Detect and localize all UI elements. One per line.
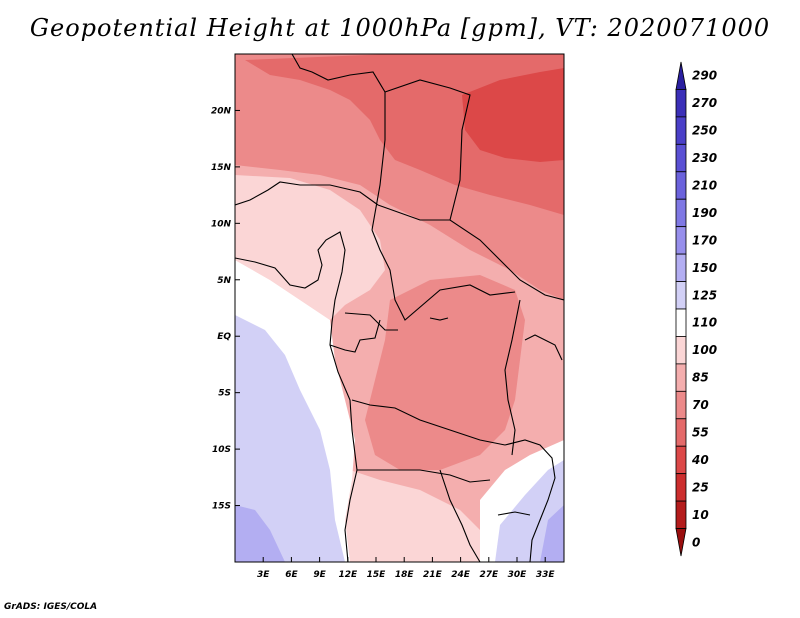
colorbar-label: 110	[692, 316, 717, 330]
colorbar-label: 125	[692, 288, 717, 302]
colorbar-label: 230	[692, 151, 717, 165]
field-band-atlantic-deep	[235, 505, 285, 562]
field-band-coast-light	[235, 175, 385, 320]
colorbar-swatch	[675, 308, 687, 337]
colorbar-label: 0	[692, 535, 700, 549]
grads-credit: GrADS: IGES/COLA	[4, 602, 98, 612]
colorbar-label: 10	[692, 508, 709, 522]
colorbar-swatch	[675, 445, 687, 475]
colorbar-label: 290	[692, 69, 717, 83]
colorbar-swatch	[675, 226, 687, 255]
colorbar-label: 170	[692, 233, 717, 247]
x-tick-label: 6E	[285, 570, 298, 580]
x-tick-label: 30E	[508, 570, 528, 580]
colorbar-label: 25	[692, 480, 709, 494]
y-tick-label: 5S	[218, 389, 231, 399]
colorbar-label: 85	[692, 371, 709, 385]
y-tick-label: 10S	[212, 445, 231, 455]
y-tick-label: 15S	[212, 502, 231, 512]
colorbar-label: 250	[692, 124, 717, 138]
y-tick-label: EQ	[217, 332, 231, 342]
colorbar-swatch	[675, 281, 687, 310]
colorbar-swatch	[675, 198, 687, 228]
colorbar-swatch	[675, 363, 687, 392]
x-tick-label: 3E	[257, 570, 270, 580]
field-band-south-light	[340, 470, 500, 562]
field-band-congo	[365, 275, 525, 470]
coastlines-borders	[235, 54, 564, 562]
colorbar-swatch	[675, 143, 687, 173]
y-tick-label: 15N	[211, 163, 232, 173]
y-tick-label: 5N	[217, 276, 231, 286]
colorbar-label: 40	[691, 453, 709, 467]
chart-title: Geopotential Height at 1000hPa [gpm], VT…	[29, 14, 771, 42]
x-tick-label: 15E	[367, 570, 387, 580]
colorbar-label: 210	[692, 179, 717, 193]
field-band-atlantic-blue	[235, 315, 345, 562]
colorbar-swatch	[675, 171, 687, 200]
x-tick-label: 27E	[479, 570, 499, 580]
y-tick-label: 20N	[211, 106, 232, 116]
colorbar-label: 190	[692, 206, 717, 220]
x-tick-label: 24E	[451, 570, 471, 580]
y-axis-ticks: 20N 15N 10N 5N EQ 5S 10S 15S	[211, 106, 240, 512]
x-tick-label: 33E	[536, 570, 556, 580]
x-axis-ticks: 3E 6E 9E 12E 15E 18E 21E 24E 27E 30E 33E	[257, 557, 555, 580]
colorbar-label: 270	[692, 96, 717, 110]
colorbar-swatch	[675, 61, 687, 90]
colorbar-swatch	[675, 116, 687, 145]
colorbar-swatch	[675, 528, 687, 557]
x-tick-label: 12E	[338, 570, 358, 580]
colorbar-label: 70	[692, 398, 709, 412]
colorbar-swatch	[675, 473, 687, 502]
map-plot	[235, 54, 564, 562]
x-tick-label: 9E	[313, 570, 326, 580]
colorbar-label: 55	[692, 426, 709, 440]
colorbar-swatch	[675, 418, 687, 447]
colorbar-swatch	[675, 500, 687, 529]
colorbar-label: 100	[692, 343, 717, 357]
colorbar-swatch	[675, 253, 687, 282]
y-tick-label: 10N	[211, 219, 232, 229]
colorbar-swatch	[675, 89, 687, 118]
colorbar-swatch	[675, 336, 687, 365]
field-band-mozambique-deep	[540, 505, 564, 562]
x-tick-label: 18E	[395, 570, 415, 580]
colorbar-label: 150	[692, 261, 717, 275]
colorbar: 2902702502302101901701501251101008570554…	[675, 61, 717, 557]
field-band-sudan-low	[462, 68, 564, 162]
colorbar-swatch	[675, 390, 687, 420]
x-tick-label: 21E	[423, 570, 443, 580]
